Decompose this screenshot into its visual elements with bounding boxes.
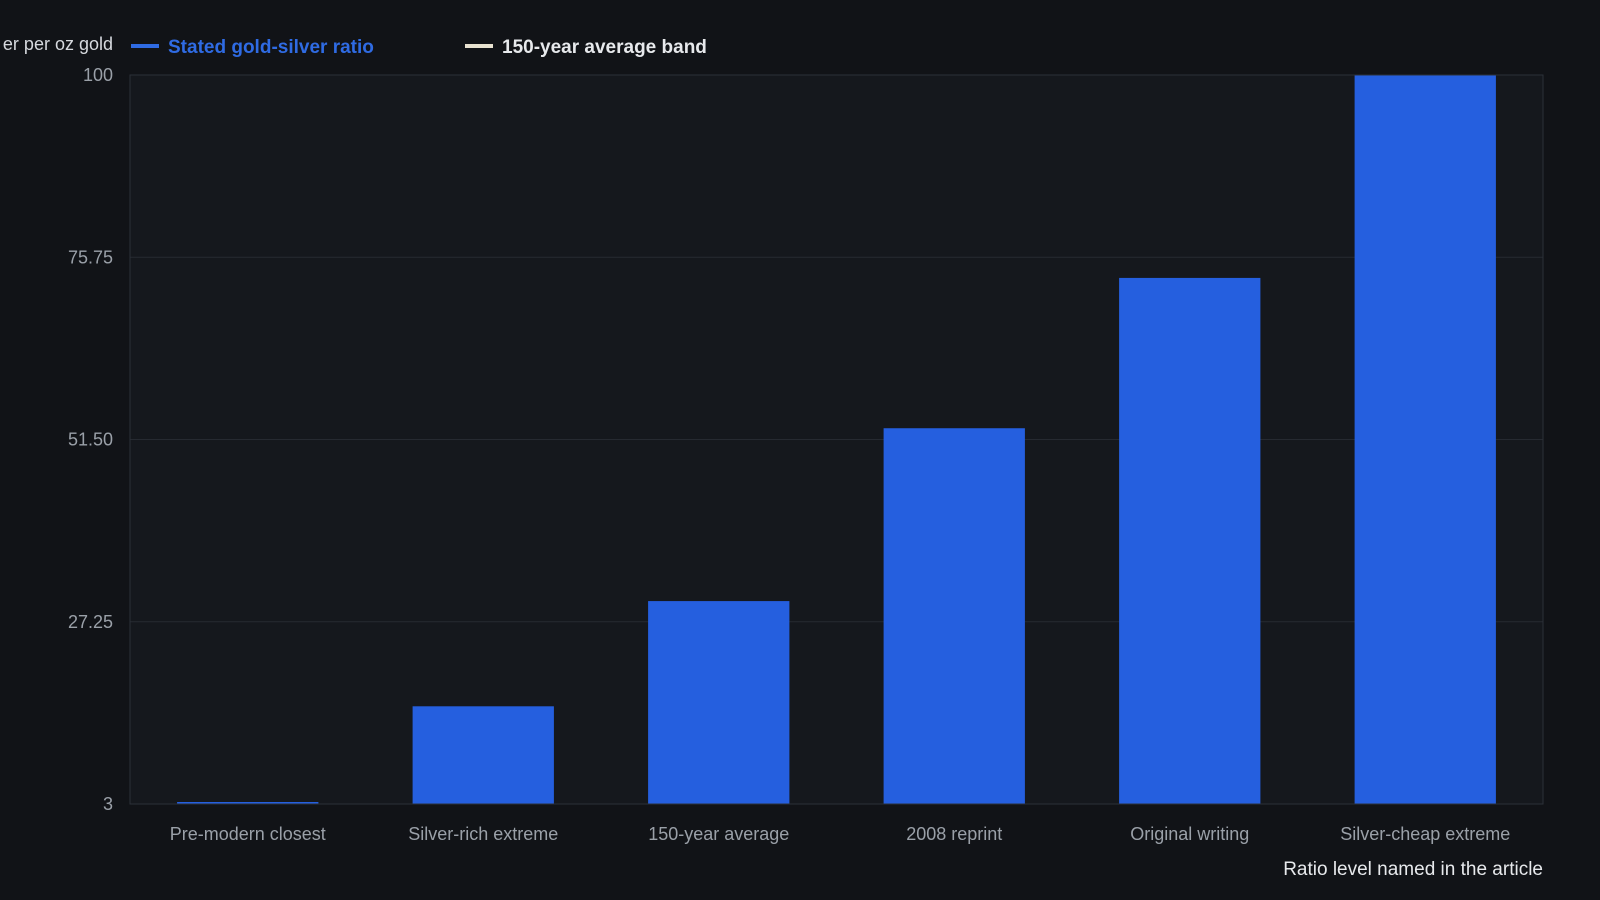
x-tick-label: 150-year average xyxy=(648,824,789,844)
y-tick-labels: 3 27.25 51.50 75.75 100 xyxy=(68,65,113,814)
plot-border xyxy=(129,74,1544,805)
bar-6 xyxy=(1354,75,1496,804)
x-tick-labels: Pre-modern closest Silver-rich extreme 150… xyxy=(170,824,1511,844)
y-tick-label: 100 xyxy=(83,65,113,85)
bar-3 xyxy=(648,601,790,804)
legend-label-ratio: Stated gold-silver ratio xyxy=(168,37,374,58)
bar-1 xyxy=(177,802,319,804)
x-tick-label: Silver-cheap extreme xyxy=(1340,824,1510,844)
x-tick-label: 2008 reprint xyxy=(906,824,1002,844)
bar-2 xyxy=(412,706,554,804)
x-tick-label: Pre-modern closest xyxy=(170,824,326,844)
y-tick-label: 51.50 xyxy=(68,430,113,450)
x-axis-label: Ratio level named in the article xyxy=(1283,859,1543,880)
legend: Stated gold-silver ratio 150-year averag… xyxy=(131,37,707,58)
axes xyxy=(129,74,1544,805)
y-tick-label: 27.25 xyxy=(68,612,113,632)
bar-4 xyxy=(883,428,1025,804)
y-tick-label: 3 xyxy=(103,794,113,814)
x-tick-label: Silver-rich extreme xyxy=(408,824,558,844)
bar-5 xyxy=(1119,277,1261,805)
legend-label-average-band: 150-year average band xyxy=(502,37,707,58)
y-tick-label: 75.75 xyxy=(68,247,113,267)
x-tick-label: Original writing xyxy=(1130,824,1249,844)
grid-lines xyxy=(130,256,1543,623)
bars xyxy=(177,75,1496,805)
y-axis-label: er per oz gold xyxy=(3,34,113,54)
